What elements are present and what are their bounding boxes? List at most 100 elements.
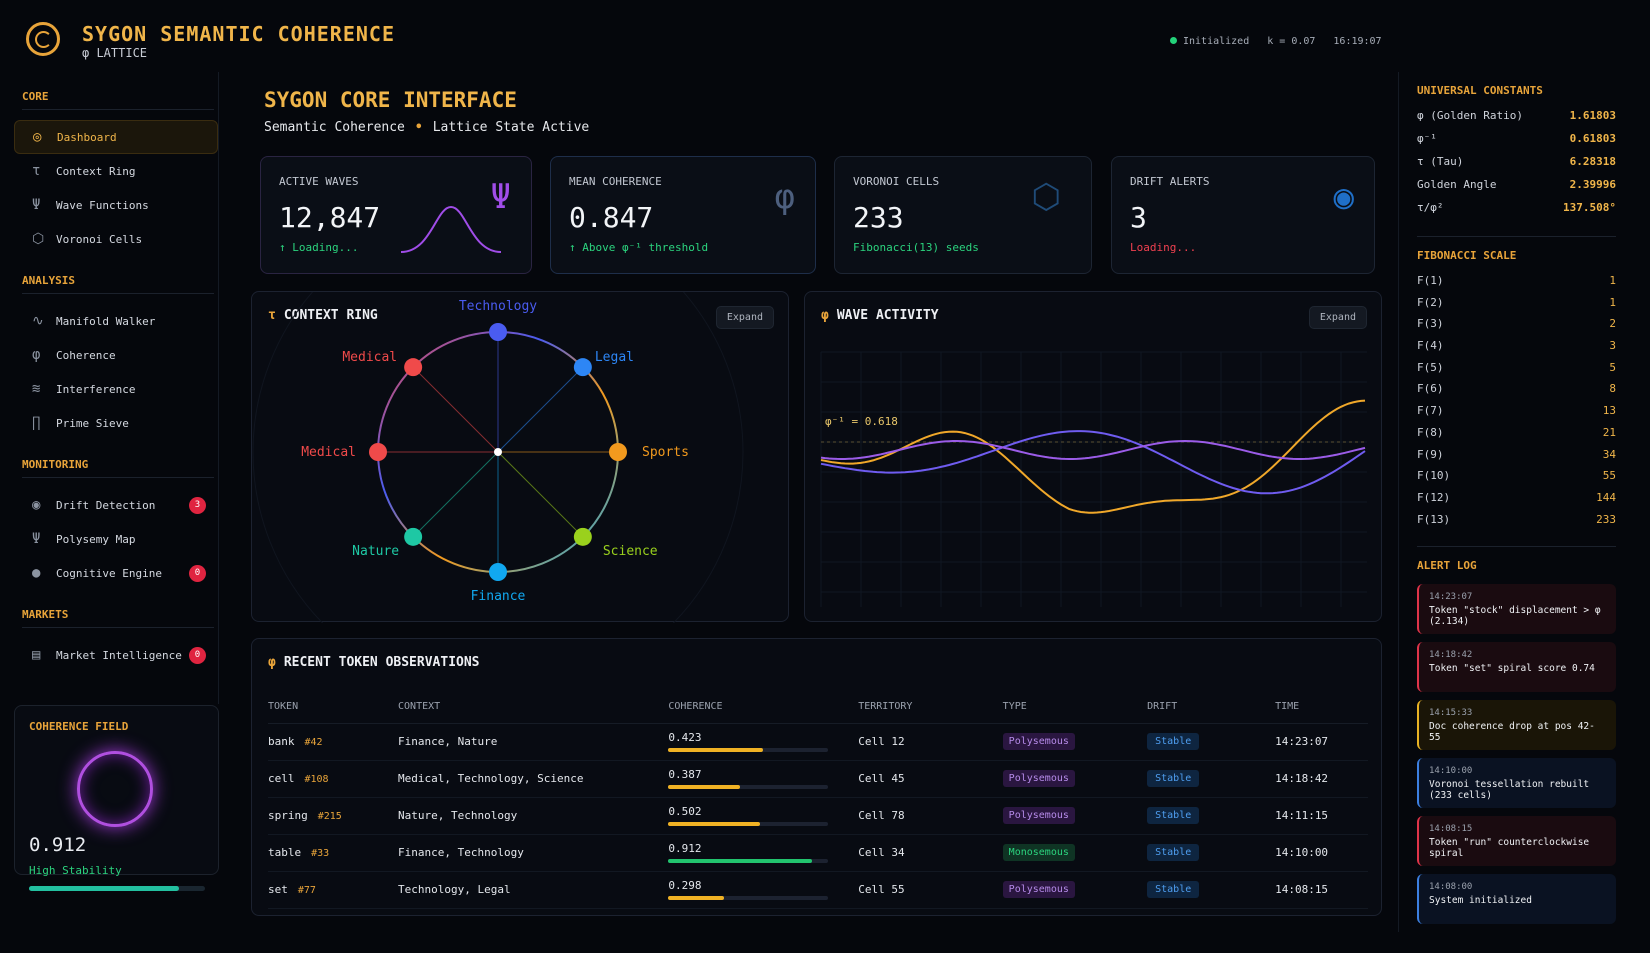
constant-name: φ⁻¹ bbox=[1417, 132, 1437, 145]
alert-item[interactable]: 14:08:15 Token "run" counterclockwise spi… bbox=[1417, 816, 1616, 867]
sidebar-item-polysemy-map[interactable]: Ψ Polysemy Map bbox=[14, 522, 218, 556]
time-cell: 14:11:15 bbox=[1275, 797, 1368, 835]
sidebar-item-cognitive-engine[interactable]: ● Cognitive Engine 0 bbox=[14, 556, 218, 590]
fibonacci-row: F(6) 8 bbox=[1399, 382, 1634, 404]
coherence-field-status: High Stability bbox=[29, 864, 122, 877]
ring-node-label: Legal bbox=[595, 350, 634, 365]
stat-card-drift-alerts[interactable]: DRIFT ALERTS 3 Loading... ◉ bbox=[1111, 156, 1375, 274]
sidebar-item-interference[interactable]: ≋ Interference bbox=[14, 372, 218, 406]
page-subtitle: Semantic Coherence • Lattice State Active bbox=[264, 120, 589, 135]
alert-item[interactable]: 14:23:07 Token "stock" displacement > φ (… bbox=[1417, 584, 1616, 635]
fibonacci-value: 1 bbox=[1609, 295, 1616, 309]
alert-time: 14:08:15 bbox=[1429, 824, 1473, 835]
alert-time: 14:08:00 bbox=[1429, 882, 1473, 893]
token-name: bank bbox=[268, 735, 295, 748]
observations-table: TOKEN CONTEXT COHERENCE TERRITORY TYPE DRIFT T… bbox=[268, 691, 1368, 909]
constants-title: UNIVERSAL CONSTANTS bbox=[1417, 84, 1543, 97]
alert-item[interactable]: 14:10:00 Voronoi tessellation rebuilt (23… bbox=[1417, 758, 1616, 809]
wave-line-orange bbox=[820, 399, 1366, 514]
sidebar-item-label: Context Ring bbox=[56, 164, 136, 178]
ring-node[interactable] bbox=[369, 443, 387, 461]
alert-item[interactable]: 14:08:00 System initialized bbox=[1417, 874, 1616, 925]
coherence-value: 0.502 bbox=[668, 805, 702, 818]
app-title: SYGON SEMANTIC COHERENCE bbox=[82, 22, 395, 46]
sidebar-item-coherence[interactable]: φ Coherence bbox=[14, 338, 218, 372]
context-ring-title: CONTEXT RING bbox=[283, 308, 378, 323]
alert-item[interactable]: 14:18:42 Token "set" spiral score 0.74 bbox=[1417, 642, 1616, 693]
ring-node[interactable] bbox=[573, 358, 592, 377]
observations-panel: φ RECENT TOKEN OBSERVATIONS TOKEN CONTEXT C… bbox=[251, 638, 1382, 916]
time-cell: 14:10:00 bbox=[1275, 834, 1368, 872]
fibonacci-value: 55 bbox=[1602, 469, 1616, 483]
table-row[interactable]: bank #42 Finance, Nature 0.423 Cell 12 Polyse… bbox=[268, 723, 1368, 761]
expand-button[interactable]: Expand bbox=[1308, 306, 1367, 329]
context-ring-graphic: Technology Legal Sports Science Finance Natur… bbox=[252, 292, 744, 623]
sidebar-item-wave-functions[interactable]: Ψ Wave Functions bbox=[14, 188, 218, 222]
table-row[interactable]: spring #215 Nature, Technology 0.502 Cell 78… bbox=[268, 797, 1368, 835]
sidebar-item-dashboard[interactable]: ◎ Dashboard bbox=[14, 120, 218, 154]
sidebar-item-label: Interference bbox=[56, 382, 136, 396]
stat-card-voronoi-cells[interactable]: VORONOI CELLS 233 Fibonacci(13) seeds ⬡ bbox=[834, 156, 1092, 274]
sidebar-item-manifold-walker[interactable]: ∿ Manifold Walker bbox=[14, 304, 218, 338]
constant-value: 0.61803 bbox=[1569, 132, 1616, 145]
coherence-field-title: COHERENCE FIELD bbox=[29, 720, 129, 733]
drift-cell: Stable bbox=[1147, 871, 1276, 909]
ring-node-label: Finance bbox=[471, 589, 526, 604]
ring-node[interactable] bbox=[404, 358, 423, 377]
phi-icon: φ bbox=[32, 347, 41, 363]
hexagon-icon: ⬡ bbox=[1031, 177, 1061, 217]
fibonacci-value: 13 bbox=[1602, 404, 1616, 418]
constant-row: τ/φ² 137.508° bbox=[1399, 201, 1634, 224]
fibonacci-row: F(12) 144 bbox=[1399, 491, 1634, 513]
fibonacci-index: F(7) bbox=[1417, 404, 1444, 418]
ring-node[interactable] bbox=[489, 563, 507, 581]
coherence-value: 0.298 bbox=[668, 879, 702, 892]
alert-item[interactable]: 14:15:33 Doc coherence drop at pos 42-55 bbox=[1417, 700, 1616, 751]
coherence-field-value: 0.912 bbox=[29, 834, 87, 856]
sidebar-item-voronoi-cells[interactable]: ⬡ Voronoi Cells bbox=[14, 222, 218, 256]
phi-marker-icon: φ bbox=[821, 308, 829, 323]
fibonacci-row: F(3) 2 bbox=[1399, 317, 1634, 339]
token-name: set bbox=[268, 883, 288, 896]
table-row[interactable]: cell #108 Medical, Technology, Science 0.38… bbox=[268, 760, 1368, 798]
status-text: Initialized bbox=[1183, 36, 1250, 47]
sidebar-item-market-intelligence[interactable]: ▤ Market Intelligence 0 bbox=[14, 638, 218, 672]
constant-row: Golden Angle 2.39996 bbox=[1399, 178, 1634, 201]
token-cell: set #77 bbox=[268, 871, 399, 909]
ring-spoke bbox=[497, 366, 584, 453]
sidebar-item-context-ring[interactable]: τ Context Ring bbox=[14, 154, 218, 188]
alert-log-list: 14:23:07 Token "stock" displacement > φ (… bbox=[1399, 584, 1634, 925]
k-value: k = 0.07 bbox=[1267, 36, 1316, 47]
table-row[interactable]: table #33 Finance, Technology 0.912 Cell 34 M… bbox=[268, 834, 1368, 872]
table-row[interactable]: set #77 Technology, Legal 0.298 Cell 55 Polys… bbox=[268, 871, 1368, 909]
ring-spoke bbox=[497, 451, 584, 538]
ring-node[interactable] bbox=[573, 527, 592, 546]
fibonacci-value: 1 bbox=[1609, 274, 1616, 287]
drift-cell: Stable bbox=[1147, 723, 1276, 761]
sidebar-item-prime-sieve[interactable]: ∏ Prime Sieve bbox=[14, 406, 218, 440]
sidebar-item-drift-detection[interactable]: ◉ Drift Detection 3 bbox=[14, 488, 218, 522]
drift-cell: Stable bbox=[1147, 834, 1276, 872]
alert-text: Token "stock" displacement > φ (2.134) bbox=[1429, 605, 1601, 628]
ring-spoke bbox=[412, 451, 499, 538]
ring-node-label: Medical bbox=[301, 445, 356, 460]
token-id: #33 bbox=[311, 848, 330, 859]
ring-node[interactable] bbox=[609, 443, 627, 461]
time-cell: 14:23:07 bbox=[1275, 723, 1368, 761]
alert-time: 14:18:42 bbox=[1429, 650, 1473, 661]
column-header: TERRITORY bbox=[858, 691, 1003, 724]
alert-time: 14:10:00 bbox=[1429, 766, 1473, 777]
expand-button[interactable]: Expand bbox=[715, 306, 774, 329]
target-icon: ◎ bbox=[33, 129, 42, 145]
ring-node[interactable] bbox=[404, 527, 423, 546]
card-label: MEAN COHERENCE bbox=[569, 175, 662, 188]
drift-badge: Stable bbox=[1147, 881, 1200, 898]
lines-icon: ≋ bbox=[32, 381, 41, 397]
ring-node[interactable] bbox=[489, 323, 507, 341]
stat-card-active-waves[interactable]: ACTIVE WAVES 12,847 ↑ Loading... Ψ bbox=[260, 156, 532, 274]
sidebar-item-label: Dashboard bbox=[57, 130, 117, 144]
ring-node-label: Science bbox=[603, 544, 658, 559]
territory-cell: Cell 78 bbox=[858, 797, 1003, 835]
stat-card-mean-coherence[interactable]: MEAN COHERENCE 0.847 ↑ Above φ⁻¹ thresho… bbox=[550, 156, 816, 274]
type-badge: Polysemous bbox=[1002, 770, 1075, 787]
